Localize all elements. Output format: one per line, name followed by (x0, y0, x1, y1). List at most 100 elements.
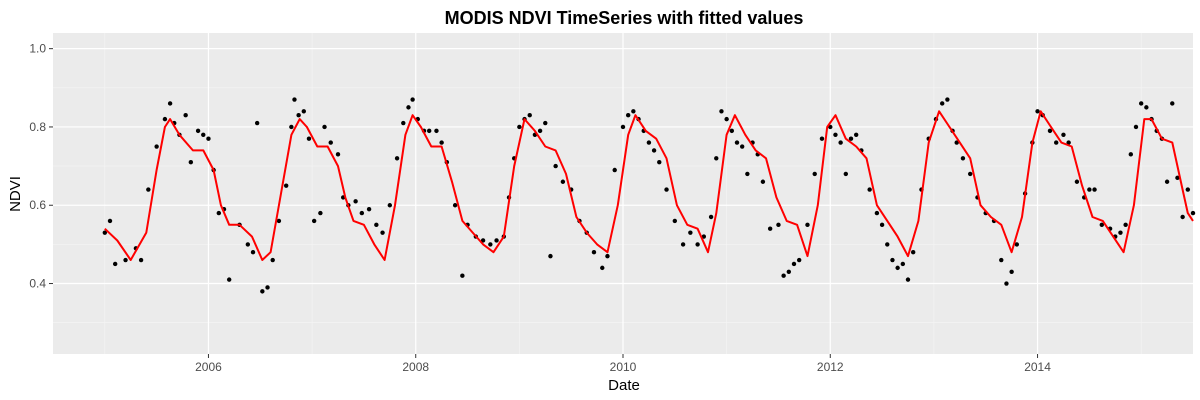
data-point (729, 128, 735, 134)
data-point (401, 120, 406, 126)
data-point (1074, 179, 1080, 184)
data-point (833, 132, 838, 137)
data-point (560, 179, 566, 184)
data-point (296, 113, 301, 118)
data-point (945, 97, 950, 102)
data-point (206, 136, 211, 141)
data-point (1138, 101, 1144, 106)
y-tick-label: 0.6 (29, 198, 46, 212)
data-point (1144, 105, 1149, 110)
fitted-line (104, 110, 1194, 261)
data-point (112, 261, 118, 267)
data-point (374, 222, 379, 228)
data-point (254, 120, 260, 126)
data-point (999, 257, 1004, 263)
data-point (1092, 187, 1097, 192)
data-point (289, 124, 294, 130)
data-point (427, 128, 432, 134)
data-point (292, 97, 297, 102)
data-point (612, 167, 617, 173)
data-point (1047, 128, 1053, 134)
data-point (306, 136, 312, 141)
data-point (265, 285, 270, 290)
data-point (107, 218, 113, 224)
data-point (406, 105, 411, 110)
data-point (260, 289, 265, 294)
data-point (276, 218, 282, 224)
data-point (1099, 222, 1105, 228)
data-point (1128, 152, 1134, 157)
data-point (494, 238, 499, 243)
data-point (1175, 175, 1180, 181)
data-point (708, 214, 714, 220)
data-point (960, 156, 966, 161)
data-point (201, 132, 206, 137)
data-point (1170, 101, 1175, 106)
data-point (301, 109, 306, 114)
data-point (366, 206, 372, 212)
data-point (138, 257, 144, 263)
data-point (620, 124, 626, 130)
data-point (905, 277, 911, 282)
data-point (664, 187, 669, 192)
data-point (480, 238, 486, 243)
y-axis-ticks: 0.4 0.6 0.8 1.0 (29, 42, 53, 291)
x-tick-label: 2012 (817, 360, 844, 374)
data-point (885, 242, 890, 247)
data-point (359, 210, 365, 216)
data-point (954, 140, 959, 145)
x-tick-label: 2006 (195, 360, 222, 374)
data-point (838, 140, 843, 145)
data-point (1009, 269, 1014, 274)
data-point (245, 242, 251, 247)
data-point (537, 128, 543, 134)
data-point (1054, 140, 1059, 145)
data-point (786, 269, 792, 274)
data-point (452, 203, 458, 208)
data-point (767, 226, 773, 231)
data-point (154, 144, 159, 149)
data-point (760, 179, 766, 184)
data-point (890, 257, 895, 263)
data-point (1087, 187, 1092, 192)
data-point (543, 120, 548, 126)
data-point (791, 261, 797, 267)
data-point (1061, 132, 1066, 137)
data-point (719, 109, 724, 114)
data-point (874, 210, 880, 216)
data-point (695, 242, 700, 247)
data-point (843, 171, 849, 177)
data-point (1035, 109, 1040, 114)
data-point (688, 230, 693, 235)
grid-lines (53, 33, 1193, 354)
data-point (739, 144, 745, 149)
data-points (102, 97, 1196, 294)
data-point (195, 128, 201, 134)
data-point (553, 163, 558, 169)
data-point (123, 257, 128, 263)
data-point (250, 250, 256, 255)
data-point (322, 124, 327, 130)
data-point (900, 261, 906, 267)
fitted-line-group (104, 110, 1194, 261)
data-point (335, 152, 341, 157)
data-point (600, 265, 605, 271)
data-point (1066, 140, 1071, 145)
data-point (714, 156, 719, 161)
data-point (394, 156, 400, 161)
data-point (1164, 179, 1170, 184)
chart-title: MODIS NDVI TimeSeries with fitted values (445, 8, 804, 28)
x-tick-label: 2014 (1024, 360, 1051, 374)
x-tick-label: 2008 (402, 360, 429, 374)
data-point (311, 218, 317, 224)
data-point (1118, 230, 1123, 235)
data-point (819, 136, 825, 141)
data-point (625, 113, 631, 118)
y-tick-label: 0.4 (29, 277, 46, 291)
data-point (517, 124, 522, 130)
data-point (146, 187, 151, 192)
data-point (701, 234, 707, 239)
data-point (895, 265, 900, 271)
data-point (318, 210, 323, 216)
